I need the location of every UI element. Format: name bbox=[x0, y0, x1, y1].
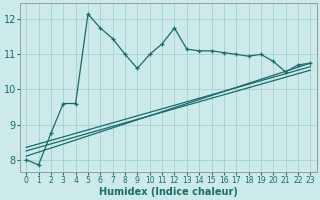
X-axis label: Humidex (Indice chaleur): Humidex (Indice chaleur) bbox=[99, 187, 238, 197]
